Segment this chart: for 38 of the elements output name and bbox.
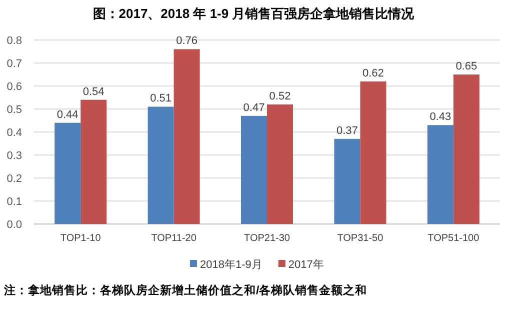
bar [54, 122, 81, 224]
bar [174, 49, 200, 224]
bar [241, 116, 267, 224]
data-label: 0.37 [336, 124, 358, 137]
x-tick-label: TOP1-10 [60, 233, 102, 244]
y-tick-label: 0.1 [6, 196, 22, 208]
data-label: 0.47 [243, 102, 265, 114]
bar [453, 74, 480, 224]
bar [334, 138, 360, 224]
y-tick-label: 0.6 [6, 81, 22, 93]
bar [360, 81, 386, 224]
legend-label: 2017年 [288, 259, 324, 271]
data-label: 0.51 [150, 92, 172, 105]
data-label: 0.62 [362, 67, 384, 80]
bar [267, 104, 293, 224]
chart-title: 图：2017、2018 年 1-9 月销售百强房企拿地销售比情况 [92, 6, 416, 21]
text: 注：拿地销售比：各梯队房企新增土储价值之和/各梯队销售金额之和 [3, 283, 368, 297]
y-tick-label: 0.2 [6, 173, 22, 185]
y-tick-label: 0.4 [6, 127, 22, 139]
data-label: 0.54 [82, 86, 104, 98]
x-tick-label: TOP11-20 [151, 233, 197, 244]
data-label: 0.65 [456, 60, 478, 72]
x-tick-label: TOP21-30 [244, 233, 290, 244]
bar [427, 125, 454, 224]
x-tick-label: TOP51-100 [428, 233, 480, 244]
y-tick-label: 0.0 [6, 219, 22, 231]
y-tick-label: 0.8 [6, 35, 22, 47]
data-label: 0.44 [56, 108, 78, 121]
data-label: 0.43 [430, 111, 452, 124]
data-label: 0.52 [269, 90, 291, 102]
data-label: 0.76 [176, 35, 198, 48]
y-tick-label: 0.7 [6, 58, 22, 70]
x-tick-label: TOP31-50 [337, 233, 384, 244]
y-tick-label: 0.5 [6, 104, 22, 116]
legend-label: 2018年1-9月 [200, 259, 262, 271]
bar [148, 106, 174, 224]
bar [80, 100, 107, 224]
y-tick-label: 0.3 [6, 150, 22, 162]
